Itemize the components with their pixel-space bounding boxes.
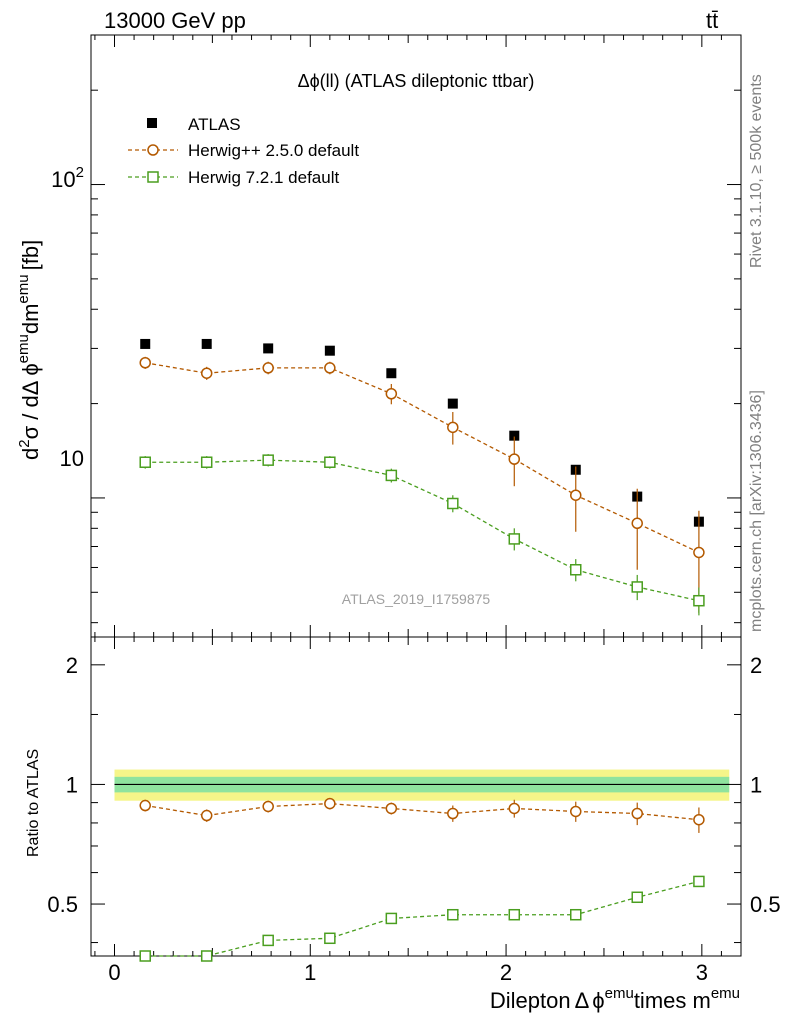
data-point-atlas — [263, 343, 274, 354]
main-axis-ticks — [91, 34, 742, 637]
ratio-point-herwig7 — [631, 891, 643, 904]
energy-label: 13000 GeV pp — [104, 8, 246, 33]
ratio-point-herwigpp — [631, 807, 643, 820]
data-point-herwigpp — [570, 489, 582, 501]
process-label: tt̄ — [706, 8, 718, 33]
ratio-point-herwig7 — [693, 875, 705, 888]
data-point-herwigpp — [385, 388, 398, 400]
main-y-tick-labels: 10 102 — [51, 164, 84, 471]
data-point-atlas — [386, 368, 397, 379]
data-point-herwigpp — [693, 546, 705, 559]
y-tick-label-10: 10 — [60, 446, 84, 471]
data-point-herwigpp — [447, 421, 459, 434]
process-label-tbar: t̄ — [712, 8, 718, 33]
legend: ATLAS Herwig++ 2.5.0 default Herwig 7.2.… — [128, 115, 359, 187]
x-tick-label: 3 — [696, 960, 708, 985]
data-point-herwigpp — [324, 362, 336, 374]
ratio-tick-label-left: 0.5 — [47, 892, 78, 917]
data-point-herwigpp — [262, 362, 274, 374]
ratio-axis-ticks — [91, 637, 742, 956]
ratio-line-2 — [145, 880, 700, 957]
data-point-herwigpp — [200, 367, 213, 379]
ratio-point-herwigpp — [508, 802, 521, 815]
ratio-tick-label-right: 2 — [750, 653, 762, 678]
data-point-herwig7 — [262, 454, 274, 466]
svg-text:tt̄: tt̄ — [706, 8, 718, 33]
data-point-herwig7 — [447, 497, 459, 510]
legend-marker-herwigpp — [147, 144, 159, 156]
ratio-tick-label-right: 0.5 — [750, 892, 781, 917]
main-series-layer — [139, 338, 705, 616]
ratio-panel: 0.5 0.5 1 1 2 2 — [47, 636, 781, 962]
data-point-atlas — [140, 338, 151, 349]
data-point-herwig7 — [385, 469, 398, 482]
data-point-herwig7 — [693, 594, 705, 607]
main-panel: 10 102 Δϕ(ll) (ATLAS dileptonic ttbar) A… — [51, 34, 742, 638]
series-line-1 — [145, 362, 700, 554]
x-tick-label: 1 — [304, 960, 316, 985]
ratio-frame — [90, 636, 742, 957]
ratio-point-herwig7 — [508, 908, 521, 921]
data-point-herwig7 — [139, 456, 151, 468]
ratio-uncertainty-band — [114, 769, 730, 801]
ratio-point-herwig7 — [200, 950, 213, 962]
ratio-point-herwigpp — [139, 799, 151, 812]
x-tick-label: 2 — [500, 960, 512, 985]
ratio-point-herwig7 — [385, 912, 398, 925]
ratio-point-herwigpp — [385, 802, 398, 815]
ratio-tick-label-left: 2 — [66, 653, 78, 678]
series-line-2 — [145, 459, 700, 602]
svg-text:d2σ / dΔ ϕemudmemu[fb]: d2σ / dΔ ϕemudmemu[fb] — [15, 240, 43, 460]
data-point-atlas — [201, 338, 212, 349]
legend-label-herwig7: Herwig 7.2.1 default — [188, 168, 339, 187]
analysis-id-label: ATLAS_2019_I1759875 — [342, 591, 491, 607]
data-point-herwigpp — [139, 356, 151, 369]
data-point-herwig7 — [631, 581, 643, 593]
data-point-atlas — [324, 345, 335, 356]
legend-label-atlas: ATLAS — [188, 115, 241, 134]
ratio-point-herwigpp — [324, 797, 336, 810]
ratio-point-herwigpp — [200, 809, 213, 822]
ratio-tick-label-right: 1 — [750, 772, 762, 797]
process-label-t: t — [706, 8, 712, 33]
ratio-point-herwig7 — [139, 950, 151, 962]
data-point-herwig7 — [570, 564, 582, 576]
ratio-point-herwig7 — [447, 908, 459, 921]
legend-marker-atlas — [147, 118, 157, 128]
plot-title: Δϕ(ll) (ATLAS dileptonic ttbar) — [298, 71, 535, 91]
x-tick-label: 0 — [108, 960, 120, 985]
ratio-point-herwig7 — [262, 934, 274, 947]
y-axis-label: d2σ / dΔ ϕemudmemu[fb] — [15, 240, 43, 460]
data-point-herwig7 — [324, 456, 336, 468]
data-point-atlas — [509, 430, 520, 441]
data-point-atlas — [447, 398, 458, 409]
legend-label-herwigpp: Herwig++ 2.5.0 default — [188, 141, 359, 160]
legend-marker-herwig7 — [147, 171, 159, 183]
ratio-y-axis-label: Ratio to ATLAS — [25, 749, 42, 857]
data-point-herwigpp — [508, 453, 521, 465]
data-point-herwigpp — [631, 517, 643, 530]
ratio-point-herwigpp — [447, 807, 459, 820]
rivet-label: Rivet 3.1.10, ≥ 500k events — [748, 74, 765, 268]
data-point-herwig7 — [200, 456, 213, 468]
data-point-herwig7 — [508, 533, 521, 545]
ratio-y-tick-labels: 0.5 0.5 1 1 2 2 — [47, 653, 780, 917]
mcplots-label: mcplots.cern.ch [arXiv:1306.3436] — [748, 390, 765, 632]
ratio-series-layer — [139, 797, 705, 962]
x-tick-labels: 0 1 2 3 — [108, 960, 708, 985]
ratio-point-herwig7 — [324, 932, 336, 945]
ratio-point-herwigpp — [693, 813, 705, 826]
ratio-point-herwig7 — [570, 908, 582, 921]
ratio-line-1 — [145, 802, 699, 821]
y-tick-label-100: 102 — [51, 164, 84, 192]
ratio-tick-label-left: 1 — [66, 772, 78, 797]
ratio-point-herwigpp — [262, 800, 274, 813]
ratio-point-herwigpp — [570, 805, 582, 818]
